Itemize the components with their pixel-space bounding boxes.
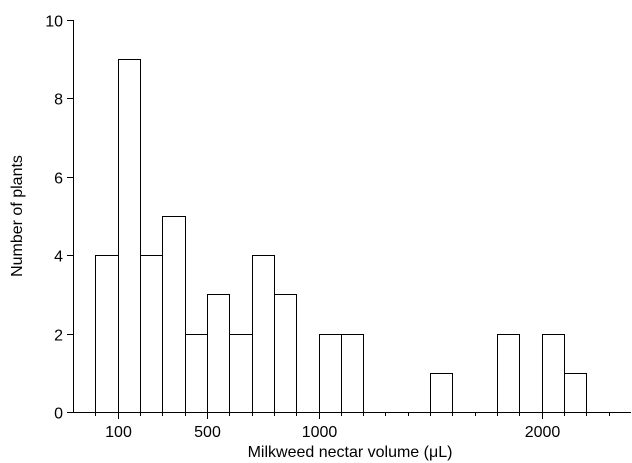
- y-tick-label: 2: [54, 328, 63, 345]
- histogram-bar: [497, 334, 520, 413]
- histogram-bar: [252, 255, 275, 413]
- histogram-bar: [185, 334, 208, 413]
- x-tick-label: 100: [105, 424, 132, 441]
- histogram-bar: [118, 59, 141, 413]
- y-tick-label: 10: [45, 14, 63, 31]
- histogram-bar: [274, 294, 297, 413]
- y-tick-label: 4: [54, 249, 63, 266]
- histogram-bar: [229, 334, 253, 413]
- histogram-bar: [319, 334, 342, 413]
- y-tick-label: 8: [54, 92, 63, 109]
- x-tick-label: 2000: [525, 424, 561, 441]
- histogram-bar: [430, 373, 453, 413]
- histogram-bar: [542, 334, 565, 413]
- y-axis-ticks: 0 2 4 6 8 10: [45, 14, 74, 423]
- histogram-bar: [140, 255, 163, 413]
- x-tick-label: 1000: [302, 424, 338, 441]
- y-tick-label: 0: [54, 406, 63, 423]
- histogram-bar: [95, 255, 119, 413]
- y-axis-title: Number of plants: [9, 155, 26, 277]
- axes-layer: [73, 20, 631, 413]
- x-axis-title: Milkweed nectar volume (μL): [248, 444, 453, 461]
- histogram-bar: [341, 334, 364, 413]
- y-tick-label: 6: [54, 171, 63, 188]
- histogram-bar: [564, 373, 587, 413]
- histogram-bar: [207, 294, 230, 413]
- histogram-bar: [162, 216, 186, 413]
- bars-layer: [95, 59, 587, 413]
- x-tick-label: 500: [194, 424, 221, 441]
- x-axis-ticks: 100 500 1000 2000: [95, 412, 610, 441]
